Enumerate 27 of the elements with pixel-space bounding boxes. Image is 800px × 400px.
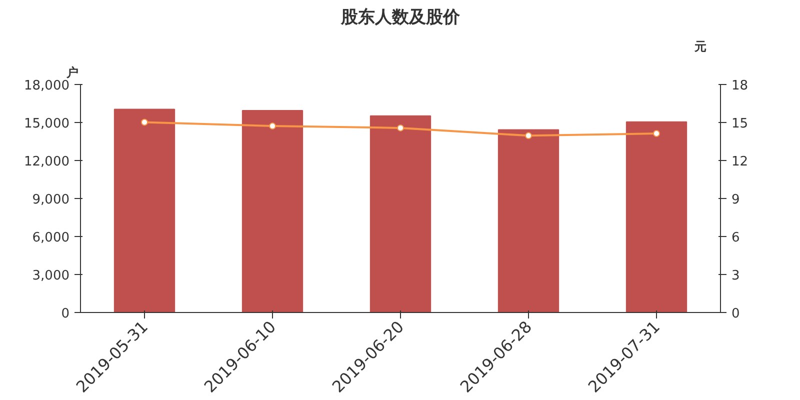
point — [269, 122, 276, 130]
y-tick-label: 6,000 — [32, 230, 70, 246]
bar — [370, 115, 432, 312]
bar — [242, 110, 304, 312]
y2-tick-label: 3 — [732, 268, 740, 284]
y-tick-label: 9,000 — [32, 192, 70, 208]
y2-tick-label: 15 — [732, 116, 748, 132]
y-axis-title: 户 — [66, 66, 78, 80]
y2-tick-label: 0 — [732, 306, 740, 322]
bar — [498, 129, 560, 312]
y-tick-label: 18,000 — [24, 78, 70, 94]
chart-title: 股东人数及股价 — [340, 8, 461, 28]
y2-tick-label: 12 — [732, 154, 748, 170]
point — [397, 124, 404, 132]
y2-axis-title: 元 — [694, 40, 706, 54]
bar — [626, 121, 688, 312]
point — [141, 118, 148, 126]
y2-tick-label: 9 — [732, 192, 740, 208]
y-tick-label: 15,000 — [24, 116, 70, 132]
point — [653, 130, 660, 138]
y2-tick-label: 18 — [732, 78, 748, 94]
y-tick-label: 12,000 — [24, 154, 70, 170]
y-tick-label: 3,000 — [32, 268, 70, 284]
y2-tick-label: 6 — [732, 230, 740, 246]
point — [525, 132, 532, 140]
bar — [114, 108, 176, 312]
y-tick-label: 0 — [61, 306, 70, 322]
